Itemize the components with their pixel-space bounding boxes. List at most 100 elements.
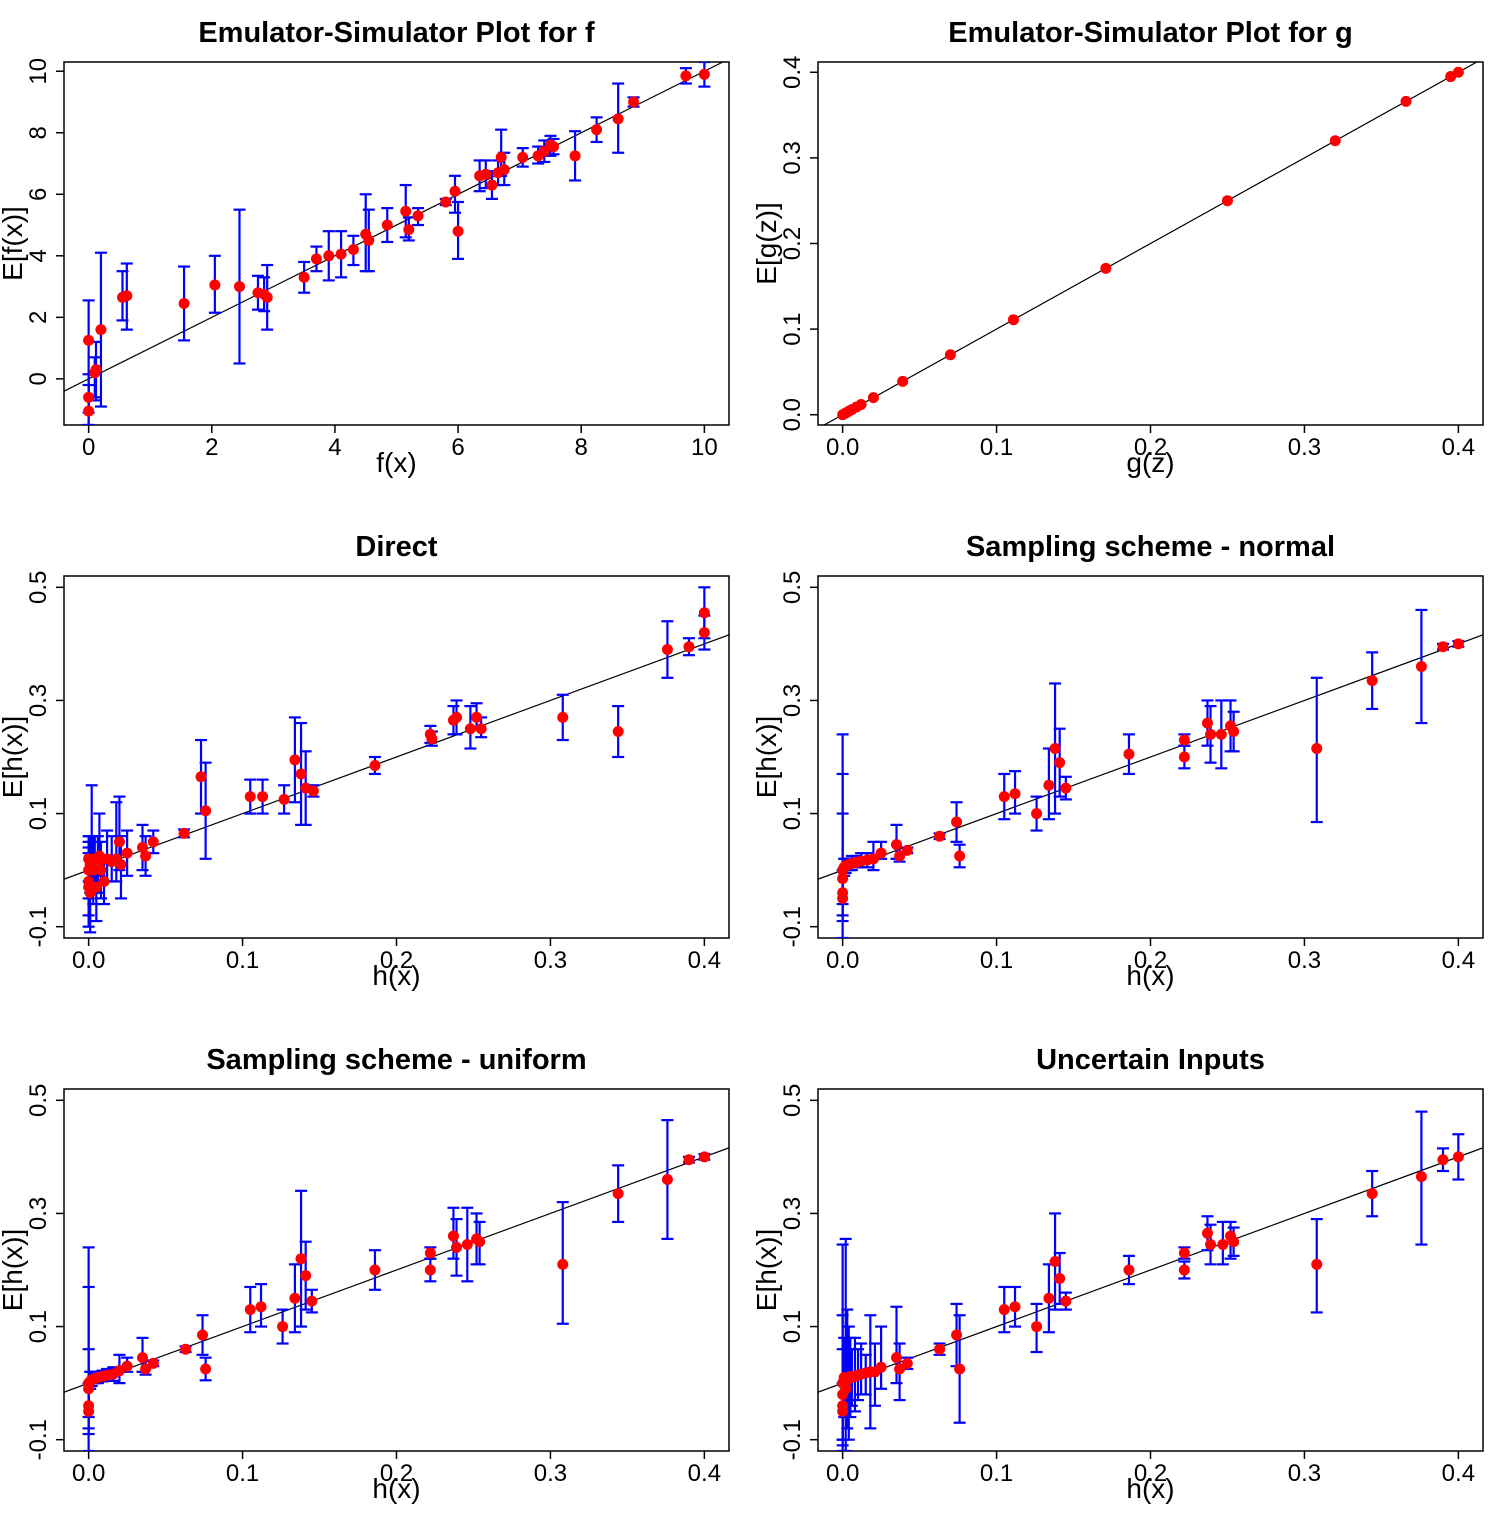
data-point	[83, 391, 95, 403]
y-axis-label: E[h(x)]	[0, 1229, 28, 1311]
identity-line	[818, 1147, 1483, 1393]
data-point	[426, 733, 438, 745]
data-point	[680, 70, 692, 82]
data-point	[569, 150, 581, 162]
x-tick-label: 0.1	[980, 1460, 1013, 1487]
data-point	[683, 641, 695, 653]
x-tick-label: 0.3	[1288, 1460, 1321, 1487]
data-point	[424, 1247, 436, 1259]
data-point	[95, 324, 107, 336]
data-point	[1221, 195, 1233, 207]
data-point	[1415, 1171, 1427, 1183]
data-point	[1415, 661, 1427, 672]
x-tick-label: 0.1	[980, 947, 1013, 974]
x-tick-label: 0.3	[534, 1460, 567, 1487]
data-point	[837, 873, 849, 885]
data-point	[195, 771, 207, 783]
data-point	[894, 850, 906, 862]
panel-4: Sampling scheme - normal 0.0 0.1 0.2 0.3 0.4 -…	[751, 531, 1484, 991]
data-point	[1452, 1151, 1464, 1163]
data-point	[875, 1361, 887, 1373]
plot-area	[818, 1110, 1483, 1451]
x-tick-label: 6	[451, 434, 464, 461]
data-point	[1201, 717, 1213, 729]
data-point	[464, 723, 476, 735]
plot-area	[64, 62, 725, 425]
plot-area	[822, 62, 1479, 425]
data-point	[83, 334, 95, 346]
x-tick-label: 0.0	[826, 434, 859, 461]
data-point	[244, 1304, 256, 1316]
data-point	[451, 711, 463, 723]
data-point	[867, 392, 879, 404]
data-point	[612, 726, 624, 738]
data-point	[1049, 743, 1061, 755]
data-point	[412, 210, 424, 222]
panel-title: Direct	[355, 531, 438, 563]
data-point	[369, 1264, 381, 1276]
y-axis-label: E[h(x)]	[751, 1229, 782, 1311]
y-tick-label: -0.1	[25, 1419, 52, 1460]
data-point	[363, 234, 375, 246]
data-point	[840, 1383, 852, 1395]
data-point	[612, 1188, 624, 1200]
data-point	[480, 168, 492, 180]
identity-line	[822, 62, 1479, 425]
data-point	[1178, 734, 1190, 746]
x-tick-label: 0.4	[1442, 1460, 1475, 1487]
data-point	[289, 754, 301, 766]
data-point	[298, 271, 310, 283]
data-point	[1031, 808, 1043, 820]
data-point	[1437, 1154, 1449, 1166]
y-tick-label: 0.1	[779, 1310, 806, 1343]
data-point	[1054, 757, 1066, 769]
plot-area	[64, 1119, 729, 1451]
data-point	[178, 827, 190, 839]
y-tick-label: 0.3	[779, 1197, 806, 1230]
data-point	[1205, 1239, 1217, 1251]
data-point	[1060, 1295, 1072, 1307]
data-point	[257, 791, 269, 803]
data-point	[1228, 726, 1240, 738]
x-axis-label: f(x)	[376, 447, 416, 478]
data-point	[121, 847, 133, 859]
x-tick-label: 0.0	[826, 1460, 859, 1487]
data-point	[1100, 262, 1112, 274]
data-point	[698, 607, 710, 619]
data-point	[897, 375, 909, 387]
data-point	[121, 290, 133, 302]
data-point	[113, 836, 125, 848]
y-tick-label: 0.5	[779, 1084, 806, 1117]
data-point	[1123, 1264, 1135, 1276]
x-tick-label: 2	[205, 434, 218, 461]
data-point	[1366, 675, 1378, 687]
y-tick-label: 0.4	[779, 56, 806, 89]
x-tick-label: 0.0	[72, 947, 105, 974]
panel-title: Sampling scheme - uniform	[206, 1044, 586, 1076]
x-tick-label: 0.3	[1288, 947, 1321, 974]
data-point	[1054, 1272, 1066, 1284]
y-tick-label: 0.1	[779, 797, 806, 830]
x-axis-label: h(x)	[372, 960, 420, 991]
data-point	[95, 864, 107, 876]
panel-title: Emulator-Simulator Plot for g	[948, 17, 1352, 49]
x-tick-label: 4	[328, 434, 341, 461]
panel-title: Emulator-Simulator Plot for f	[198, 17, 595, 49]
data-point	[944, 349, 956, 361]
x-tick-label: 0.2	[1134, 434, 1167, 461]
y-tick-label: 0.1	[25, 797, 52, 830]
data-point	[447, 1230, 459, 1242]
data-point	[178, 297, 190, 309]
data-point	[147, 836, 159, 848]
data-point	[369, 759, 381, 771]
data-point	[495, 151, 507, 163]
y-tick-label: 0.3	[779, 684, 806, 717]
y-tick-label: 0.5	[25, 571, 52, 604]
data-point	[1452, 638, 1464, 650]
x-tick-label: 0.0	[72, 1460, 105, 1487]
data-point	[698, 627, 710, 639]
x-tick-label: 0.2	[380, 1460, 413, 1487]
panel-1: Emulator-Simulator Plot for f 0 2 4 6 8 10 0 2 4 6…	[0, 17, 730, 478]
data-point	[498, 164, 510, 176]
data-point	[1043, 779, 1055, 791]
